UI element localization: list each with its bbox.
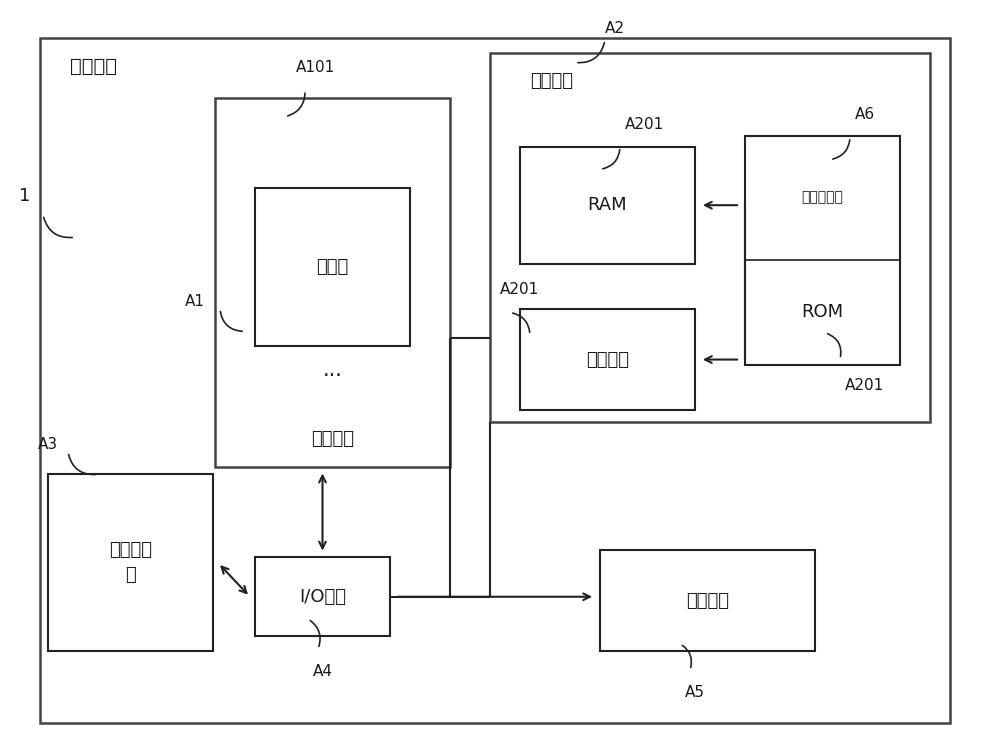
Text: A201: A201 — [625, 117, 664, 132]
Text: 高速存储: 高速存储 — [586, 351, 629, 368]
Text: 触控显示
屏: 触控显示 屏 — [109, 541, 152, 584]
Text: A2: A2 — [605, 21, 625, 36]
Text: ···: ··· — [323, 367, 343, 386]
Text: A201: A201 — [500, 282, 539, 297]
Text: I/O接口: I/O接口 — [299, 588, 346, 605]
FancyBboxPatch shape — [520, 309, 695, 410]
FancyBboxPatch shape — [215, 98, 450, 467]
Text: 1: 1 — [19, 187, 31, 205]
Text: A1: A1 — [185, 294, 205, 309]
Text: A201: A201 — [845, 378, 884, 393]
FancyBboxPatch shape — [600, 550, 815, 651]
Text: 通信装置: 通信装置 — [686, 592, 729, 609]
Text: 车载终端: 车载终端 — [70, 56, 117, 75]
Text: A3: A3 — [38, 437, 58, 452]
Text: A4: A4 — [313, 664, 333, 679]
FancyBboxPatch shape — [48, 474, 213, 651]
FancyBboxPatch shape — [40, 38, 950, 723]
Text: 处理器: 处理器 — [316, 258, 349, 276]
Text: 存储单元: 存储单元 — [530, 72, 573, 90]
Text: 处理单元: 处理单元 — [311, 430, 354, 448]
FancyBboxPatch shape — [490, 53, 930, 422]
FancyBboxPatch shape — [255, 557, 390, 636]
Text: 计算机程序: 计算机程序 — [802, 191, 843, 205]
Text: ROM: ROM — [801, 303, 844, 322]
FancyBboxPatch shape — [745, 136, 900, 365]
FancyBboxPatch shape — [255, 188, 410, 346]
Text: A101: A101 — [295, 60, 335, 75]
FancyBboxPatch shape — [520, 147, 695, 264]
Text: RAM: RAM — [588, 197, 627, 214]
Text: A6: A6 — [855, 107, 875, 122]
Text: A5: A5 — [685, 685, 705, 700]
